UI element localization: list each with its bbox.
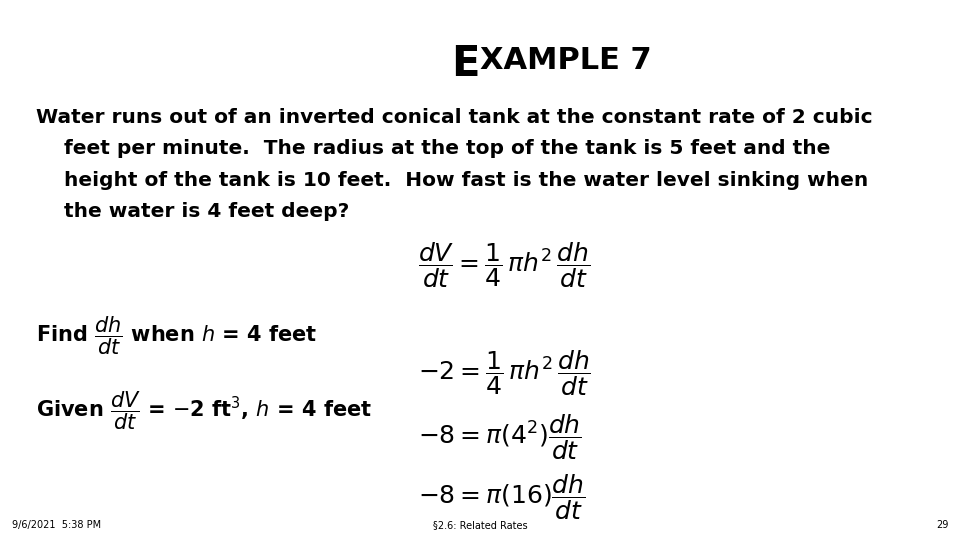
Text: feet per minute.  The radius at the top of the tank is 5 feet and the: feet per minute. The radius at the top o… bbox=[36, 139, 830, 158]
Text: §2.6: Related Rates: §2.6: Related Rates bbox=[433, 520, 527, 530]
Text: $-2 = \dfrac{1}{4}\,\pi h^2\,\dfrac{dh}{dt}$: $-2 = \dfrac{1}{4}\,\pi h^2\,\dfrac{dh}{… bbox=[418, 348, 590, 397]
Text: 29: 29 bbox=[936, 520, 948, 530]
Text: $-8 = \pi\left(4^2\right)\dfrac{dh}{dt}$: $-8 = \pi\left(4^2\right)\dfrac{dh}{dt}$ bbox=[418, 413, 582, 462]
Text: $\dfrac{dV}{dt} = \dfrac{1}{4}\,\pi h^2\,\dfrac{dh}{dt}$: $\dfrac{dV}{dt} = \dfrac{1}{4}\,\pi h^2\… bbox=[418, 240, 589, 289]
Text: Given $\dfrac{dV}{dt}$ = $-$2 ft$^3$, $h$ = 4 feet: Given $\dfrac{dV}{dt}$ = $-$2 ft$^3$, $h… bbox=[36, 389, 372, 431]
Text: $-8 = \pi\left(16\right)\dfrac{dh}{dt}$: $-8 = \pi\left(16\right)\dfrac{dh}{dt}$ bbox=[418, 472, 586, 522]
Text: E: E bbox=[451, 43, 480, 85]
Text: the water is 4 feet deep?: the water is 4 feet deep? bbox=[36, 202, 349, 221]
Text: Find $\dfrac{dh}{dt}$ when $h$ = 4 feet: Find $\dfrac{dh}{dt}$ when $h$ = 4 feet bbox=[36, 315, 318, 357]
Text: height of the tank is 10 feet.  How fast is the water level sinking when: height of the tank is 10 feet. How fast … bbox=[36, 171, 869, 190]
Text: Water runs out of an inverted conical tank at the constant rate of 2 cubic: Water runs out of an inverted conical ta… bbox=[36, 108, 873, 127]
Text: XAMPLE 7: XAMPLE 7 bbox=[480, 46, 652, 75]
Text: 9/6/2021  5:38 PM: 9/6/2021 5:38 PM bbox=[12, 520, 101, 530]
